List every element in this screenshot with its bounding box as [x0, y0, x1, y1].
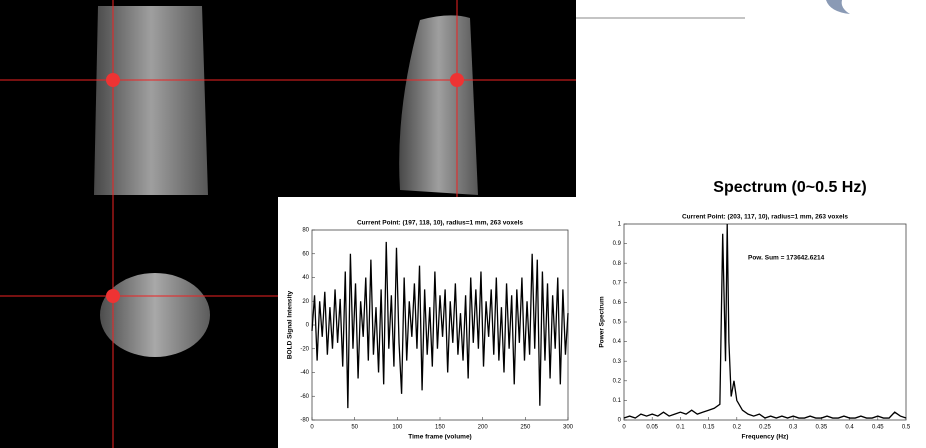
crosshair-point: [450, 73, 464, 87]
x-tick-label: 100: [392, 425, 403, 431]
x-tick-label: 200: [478, 425, 489, 431]
y-tick-label: -80: [300, 418, 309, 424]
coronal-slice: [94, 6, 208, 195]
x-tick-label: 0.25: [759, 425, 771, 431]
y-tick-label: 0.2: [613, 378, 622, 384]
slide-heading: Spectrum (0~0.5 Hz): [713, 179, 866, 196]
x-tick-label: 0: [622, 425, 626, 431]
y-tick-label: -60: [300, 394, 309, 400]
y-tick-label: 0.8: [613, 261, 622, 267]
sagittal-slice: [399, 15, 478, 195]
x-tick-label: 0.1: [676, 425, 685, 431]
x-tick-label: 250: [520, 425, 531, 431]
y-tick-label: 0.3: [613, 359, 622, 365]
x-tick-label: 0: [310, 425, 314, 431]
y-tick-label: -20: [300, 346, 309, 352]
data-line: [311, 241, 569, 409]
crosshair-point: [106, 289, 120, 303]
chart-title: Current Point: (197, 118, 10), radius=1 …: [357, 220, 523, 227]
y-tick-label: 0.6: [613, 300, 622, 306]
data-line: [623, 223, 907, 419]
y-axis-label: Power Spectrum: [599, 296, 606, 348]
x-tick-label: 0.2: [733, 425, 742, 431]
chart-title: Current Point: (203, 117, 10), radius=1 …: [682, 214, 848, 221]
logo: [826, 0, 850, 14]
y-tick-label: 0.9: [613, 241, 622, 247]
x-tick-label: 0.05: [646, 425, 658, 431]
y-tick-label: -40: [300, 370, 309, 376]
x-tick-label: 50: [351, 425, 358, 431]
x-tick-label: 300: [563, 425, 574, 431]
y-tick-label: 0: [306, 323, 310, 329]
plot-area: [623, 223, 907, 421]
y-tick-label: 0.7: [613, 280, 622, 286]
x-axis-label: Time frame (volume): [408, 434, 471, 441]
crosshair-point: [106, 73, 120, 87]
x-tick-label: 150: [435, 425, 446, 431]
x-tick-label: 0.35: [816, 425, 828, 431]
y-tick-label: 0.4: [613, 339, 622, 345]
y-tick-label: 0: [618, 418, 622, 424]
y-tick-label: 20: [302, 299, 309, 305]
x-tick-label: 0.5: [902, 425, 911, 431]
y-tick-label: 40: [302, 275, 309, 281]
plot-area: [311, 229, 569, 421]
axial-slice: [100, 273, 210, 357]
annotation: Pow. Sum = 173642.6214: [748, 255, 825, 262]
y-tick-label: 60: [302, 251, 309, 257]
y-tick-label: 0.1: [613, 398, 622, 404]
y-axis-label: BOLD Signal Intensity: [287, 290, 294, 359]
y-tick-label: 0.5: [613, 320, 622, 326]
y-tick-label: 80: [302, 228, 309, 234]
x-tick-label: 0.3: [789, 425, 798, 431]
x-tick-label: 0.4: [845, 425, 854, 431]
x-axis-label: Frequency (Hz): [742, 434, 789, 441]
y-tick-label: 1: [618, 222, 622, 228]
x-tick-label: 0.15: [703, 425, 715, 431]
x-tick-label: 0.45: [872, 425, 884, 431]
